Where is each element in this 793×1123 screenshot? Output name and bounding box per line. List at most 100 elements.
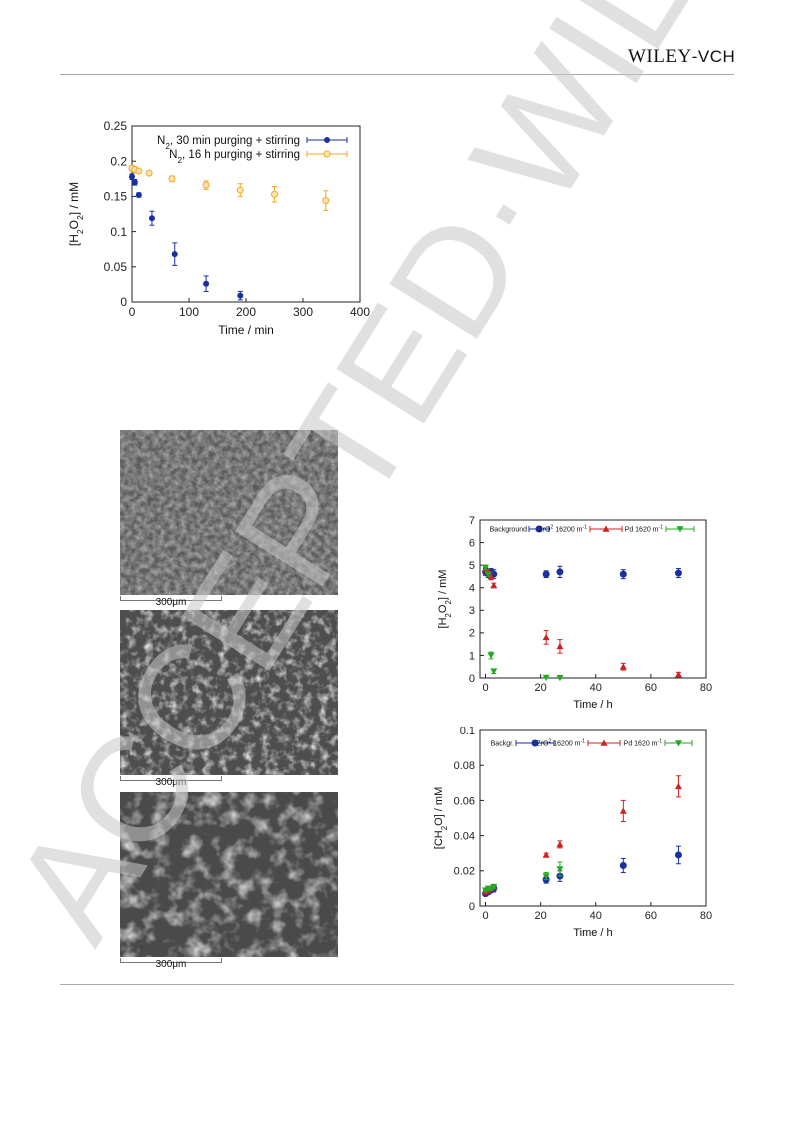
text-part: N <box>169 149 177 161</box>
x-tick-label: 40 <box>590 910 602 922</box>
legend-label: Pd 1620 m-1 <box>624 738 663 747</box>
data-point <box>236 186 244 194</box>
x-tick-label: 0 <box>129 305 136 319</box>
data-point <box>482 564 490 571</box>
y-tick-label: 0 <box>469 901 475 913</box>
y-tick-label: 0.25 <box>104 119 128 133</box>
data-point <box>131 179 138 186</box>
data-point <box>674 671 682 678</box>
text-part: -1 <box>583 524 588 530</box>
x-tick-label: 40 <box>590 682 602 694</box>
text-part: 2 <box>177 156 182 165</box>
text-part: Pd 1620 m <box>624 740 658 747</box>
y-tick-label: 0 <box>120 295 127 309</box>
x-axis-label: Time / min <box>218 323 274 337</box>
data-series <box>482 565 682 580</box>
y-tick-label: 0.2 <box>110 154 127 168</box>
data-point <box>271 190 278 198</box>
text-part: ZrO <box>536 740 549 747</box>
data-point <box>535 525 543 533</box>
ch2o-formation-chart: 0 20 40 60 80 0 0.02 0.04 0.06 0.08 0.1 Time / h [CH… <box>433 727 712 939</box>
text-part: [CH <box>433 830 445 849</box>
text-part: O <box>437 604 449 613</box>
text-part: O <box>67 220 81 229</box>
data-point <box>171 251 178 258</box>
text-part: ] / mM <box>67 182 81 215</box>
y-tick-label: 0.08 <box>454 760 475 772</box>
data-point <box>490 668 498 675</box>
text-part: 16200 m <box>551 740 580 747</box>
data-series <box>482 566 682 678</box>
footer-rule <box>60 984 734 985</box>
data-point <box>556 568 564 576</box>
data-point <box>324 137 330 143</box>
data-point <box>490 883 498 891</box>
y-tick-label: 5 <box>469 560 475 572</box>
y-tick-label: 4 <box>469 583 475 595</box>
y-tick-label: 0.02 <box>454 866 475 878</box>
text-part: 2 <box>75 229 85 234</box>
y-tick-label: 6 <box>469 537 475 549</box>
data-point <box>556 866 564 873</box>
data-series <box>482 861 564 894</box>
text-part: 2 <box>444 613 453 617</box>
data-point <box>674 782 682 790</box>
text-part: [H <box>437 617 449 628</box>
legend-entry: Pd 1620 m-1 <box>625 524 695 533</box>
data-point <box>129 173 135 180</box>
text-part: N <box>157 135 165 147</box>
y-tick-label: 1 <box>469 650 475 662</box>
data-point <box>168 175 176 183</box>
data-series <box>482 845 682 898</box>
legend-label: Pd 1620 m-1 <box>625 524 664 533</box>
data-point <box>619 862 627 870</box>
x-tick-label: 80 <box>700 682 712 694</box>
scale-bar-label: 300μm <box>155 597 187 608</box>
data-point <box>145 169 153 177</box>
logo-main: WILEY <box>628 46 692 67</box>
legend-entry: Background <box>490 525 550 533</box>
y-tick-label: 3 <box>469 605 475 617</box>
x-tick-label: 0 <box>482 682 488 694</box>
data-point <box>135 191 142 198</box>
legend-label: Background <box>490 526 527 533</box>
text-part: , 16 h purging + stirring <box>182 149 300 161</box>
text-part: ] / mM <box>437 570 449 601</box>
data-point <box>675 740 682 747</box>
legend-entry: N2, 16 h purging + stirring <box>169 149 348 165</box>
y-tick-label: 0.05 <box>104 260 128 274</box>
data-point <box>203 280 210 287</box>
data-point <box>323 150 331 158</box>
data-series <box>129 173 244 301</box>
sem-image-1 <box>120 430 338 595</box>
data-point <box>202 181 210 189</box>
text-part: 2 <box>444 600 453 604</box>
data-point <box>619 807 627 814</box>
x-axis-label: Time / h <box>573 699 612 711</box>
scale-bar-label: 300μm <box>155 777 187 788</box>
y-tick-label: 0.1 <box>460 727 475 737</box>
y-tick-label: 7 <box>469 515 475 527</box>
x-tick-label: 300 <box>293 305 313 319</box>
data-point <box>674 851 682 859</box>
x-tick-label: 60 <box>645 682 657 694</box>
text-part: Backgr. <box>491 740 514 747</box>
data-point <box>556 642 564 650</box>
data-point <box>542 873 550 880</box>
y-tick-label: 0.04 <box>454 830 475 842</box>
logo-suffix: -VCH <box>691 47 736 66</box>
y-tick-label: 2 <box>469 628 475 640</box>
y-tick-label: 0.1 <box>110 225 127 239</box>
text-part: [H <box>67 234 81 246</box>
x-tick-label: 80 <box>700 910 712 922</box>
data-point <box>322 197 330 205</box>
text-part: 2 <box>551 524 554 530</box>
text-part: -1 <box>659 524 664 530</box>
y-tick-label: 0 <box>469 673 475 685</box>
data-point <box>602 525 610 532</box>
text-part: Background <box>490 526 527 533</box>
publisher-logo: WILEY-VCH <box>628 46 735 68</box>
y-tick-label: 0.15 <box>104 190 128 204</box>
legend-label: N2, 30 min purging + stirring <box>157 135 300 151</box>
